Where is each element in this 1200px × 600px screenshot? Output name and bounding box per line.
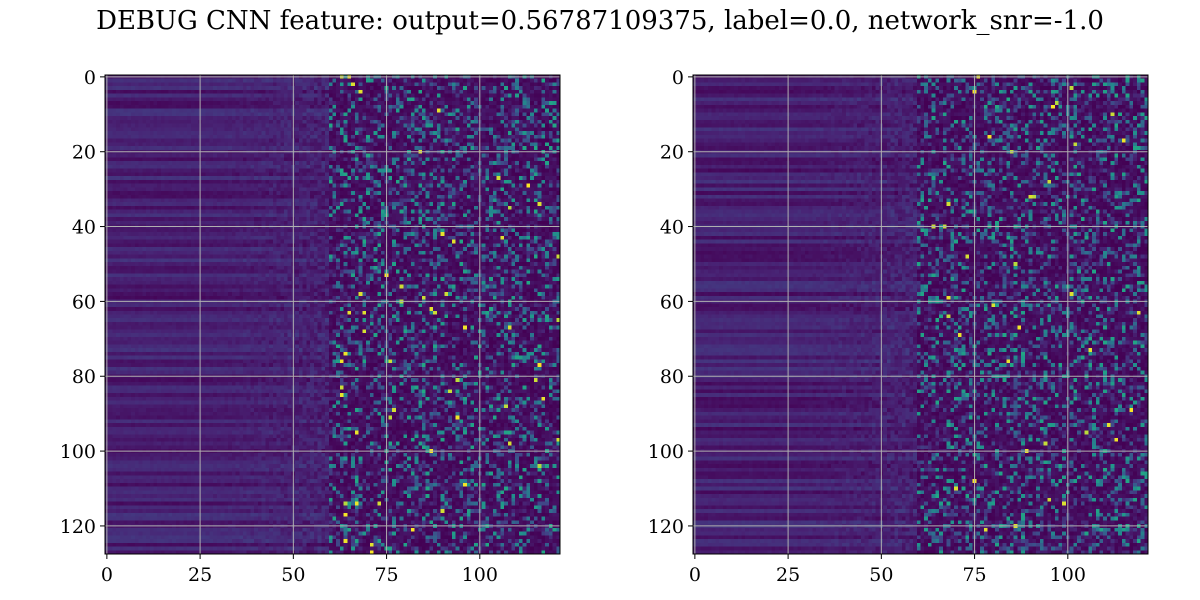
- y-tick-label: 80: [660, 366, 684, 388]
- figure-title: DEBUG CNN feature: output=0.56787109375,…: [96, 6, 1104, 36]
- y-tick-label: 60: [660, 291, 684, 313]
- x-tick-label: 0: [101, 564, 113, 586]
- heatmap-panel-right: 0 25 50 75 100 0 20 40 60 80 100 120: [648, 67, 1149, 586]
- axes-frame: [692, 74, 1149, 555]
- y-tick-label: 20: [660, 142, 684, 164]
- y-tick-label: 100: [648, 441, 684, 463]
- y-tick-label: 20: [72, 142, 96, 164]
- y-tick-label: 80: [72, 366, 96, 388]
- y-tick-label: 100: [60, 441, 96, 463]
- x-tick-label: 100: [1050, 564, 1086, 586]
- x-tick-label: 0: [689, 564, 701, 586]
- x-tick-label: 75: [962, 564, 986, 586]
- axes-frame: [104, 74, 561, 555]
- x-tick-label: 25: [188, 564, 212, 586]
- heatmap-panel-left: 0 25 50 75 100 0 20 40 60 80 100 120: [60, 67, 561, 586]
- y-tick-label: 0: [672, 67, 684, 89]
- x-tick-label: 100: [462, 564, 498, 586]
- heatmap-image: [693, 75, 1148, 554]
- y-tick-label: 120: [60, 516, 96, 538]
- x-tick-label: 50: [869, 564, 893, 586]
- heatmap-image: [105, 75, 560, 554]
- y-tick-label: 120: [648, 516, 684, 538]
- y-tick-label: 40: [72, 217, 96, 239]
- y-tick-label: 60: [72, 291, 96, 313]
- y-tick-label: 0: [84, 67, 96, 89]
- x-tick-label: 75: [374, 564, 398, 586]
- x-tick-label: 50: [281, 564, 305, 586]
- y-tick-label: 40: [660, 217, 684, 239]
- x-tick-label: 25: [776, 564, 800, 586]
